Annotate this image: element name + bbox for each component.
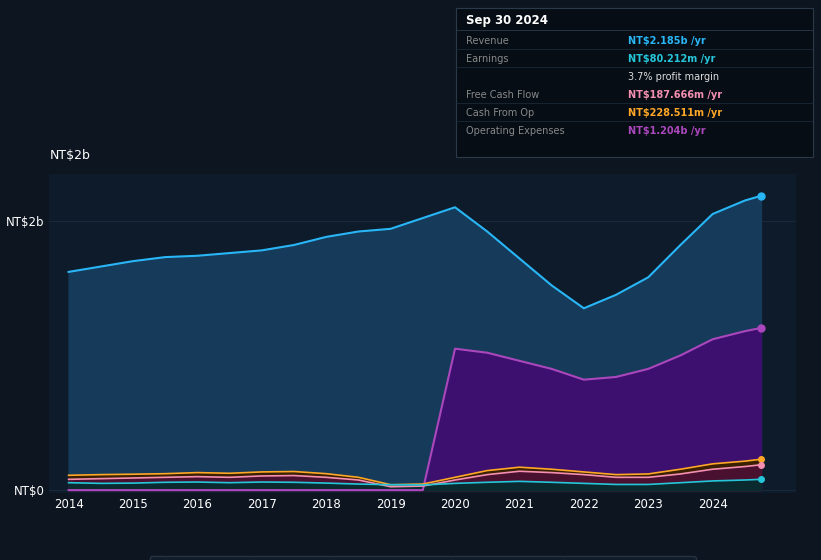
Text: Cash From Op: Cash From Op [466,108,534,118]
Legend: Revenue, Earnings, Free Cash Flow, Cash From Op, Operating Expenses: Revenue, Earnings, Free Cash Flow, Cash … [150,556,695,560]
Text: NT$2.185b /yr: NT$2.185b /yr [628,36,706,46]
Text: Sep 30 2024: Sep 30 2024 [466,14,548,27]
Text: 3.7% profit margin: 3.7% profit margin [628,72,719,82]
Text: Revenue: Revenue [466,36,508,46]
Text: NT$228.511m /yr: NT$228.511m /yr [628,108,722,118]
Text: Operating Expenses: Operating Expenses [466,127,564,136]
Text: NT$1.204b /yr: NT$1.204b /yr [628,127,706,136]
Text: NT$187.666m /yr: NT$187.666m /yr [628,90,722,100]
Text: Free Cash Flow: Free Cash Flow [466,90,539,100]
Text: NT$2b: NT$2b [49,150,90,162]
Text: NT$80.212m /yr: NT$80.212m /yr [628,54,715,64]
Text: Earnings: Earnings [466,54,508,64]
